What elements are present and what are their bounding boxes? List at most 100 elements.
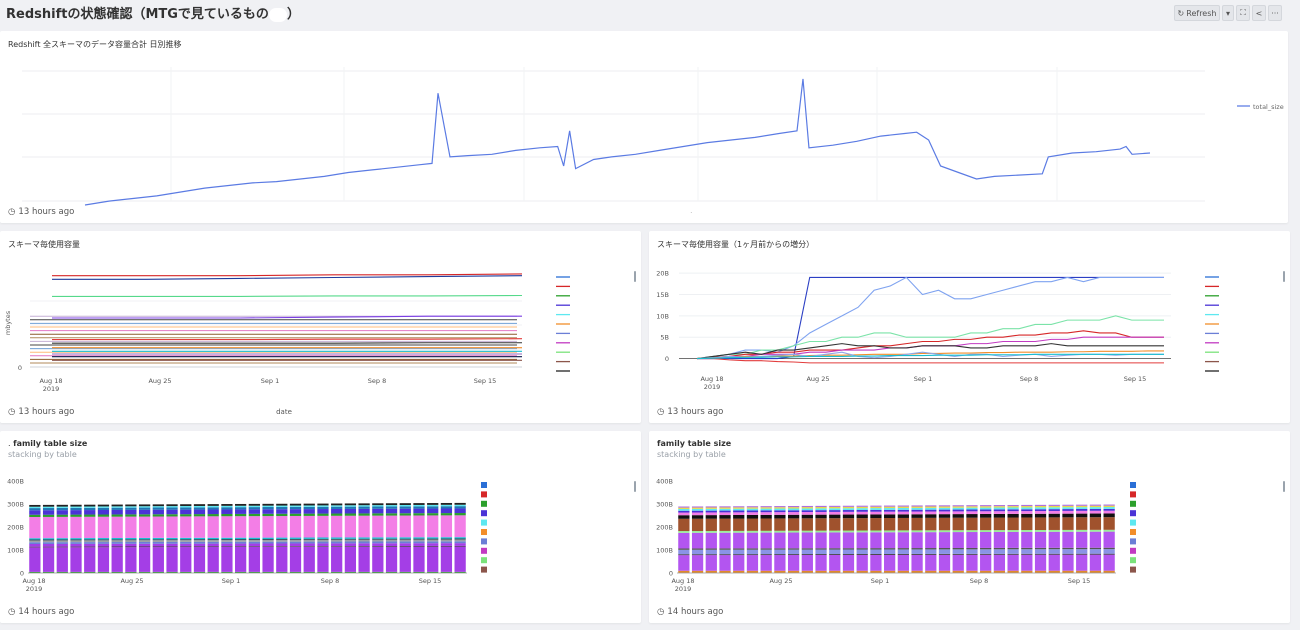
bar-segment [372, 506, 384, 509]
bar-segment [760, 512, 772, 515]
bar-segment [358, 505, 370, 507]
bar-segment [193, 543, 206, 547]
bar-segment [427, 513, 439, 516]
legend-swatch [1130, 557, 1136, 564]
bar-segment [884, 570, 896, 573]
bar-segment [884, 530, 896, 533]
bar-segment [1021, 547, 1033, 550]
chart-schema-growth[interactable]: 20B 15B 10B 5B 0 Aug 18 2019 Aug 25 Sep 1 Sep 8 Se… [649, 253, 1290, 418]
panel-schema-size: スキーマ毎使用容量 Aug 18 2019 Aug 25 Sep 1 Sep 8 Sep … [0, 231, 641, 423]
bar-segment [317, 515, 329, 538]
bar-segment [760, 532, 772, 549]
bar-segment [331, 508, 343, 514]
bar-segment [331, 537, 343, 539]
bar-segment [897, 532, 909, 549]
bar-segment [678, 515, 690, 519]
bar-segment [938, 554, 951, 571]
bar-segment [1089, 547, 1102, 550]
bar-segment [1089, 554, 1102, 571]
y-tick-label: 10B [656, 312, 669, 320]
bar-segment [691, 507, 704, 509]
bar [925, 505, 937, 573]
bar-segment [207, 504, 219, 506]
bar-segment [1103, 553, 1115, 555]
bar-segment [993, 517, 1006, 531]
bar-segment [413, 508, 425, 514]
bar-segment [317, 537, 329, 539]
bar-segment [829, 548, 841, 550]
refresh-button[interactable]: ↻ Refresh [1174, 5, 1220, 21]
bar-segment [440, 508, 453, 514]
fullscreen-button[interactable]: ⛶ [1236, 5, 1250, 21]
bar [952, 505, 964, 573]
legend-scrollbar[interactable] [1283, 271, 1285, 282]
refresh-options-button[interactable]: ▾ [1222, 5, 1234, 21]
bar [207, 504, 219, 573]
bar-segment [787, 530, 800, 533]
bar-segment [317, 509, 329, 514]
bar-segment [29, 543, 41, 547]
bar-segment [344, 539, 357, 542]
bar-segment [733, 555, 745, 571]
bar-segment [870, 554, 882, 571]
bar-segment [152, 540, 164, 542]
bar-segment [842, 554, 855, 571]
bar-segment [385, 546, 398, 572]
legend-scrollbar[interactable] [634, 271, 636, 282]
bar-segment [399, 541, 411, 544]
bar-segment [1076, 505, 1088, 508]
bar-segment [303, 537, 315, 539]
share-button[interactable]: < [1252, 5, 1266, 21]
bar-segment [1021, 530, 1033, 532]
bar-segment [1089, 531, 1102, 548]
bar-segment [966, 514, 978, 518]
updated-text: 14 hours ago [18, 607, 75, 617]
bar-segment [938, 553, 951, 555]
bar-segment [427, 503, 439, 505]
bar-segment [1021, 506, 1033, 508]
bar-segment [385, 541, 398, 544]
bar-segment [678, 555, 690, 571]
legend-scrollbar[interactable] [634, 481, 636, 492]
chart-schema-size[interactable]: Aug 18 2019 Aug 25 Sep 1 Sep 8 Sep 15 date mbyt… [0, 253, 641, 418]
bar-segment [166, 537, 178, 540]
bar-segment [774, 512, 786, 515]
bar-segment [856, 508, 868, 510]
bar-segment [1007, 531, 1019, 548]
bar-segment [911, 505, 923, 507]
bar-segment [97, 538, 110, 540]
bar-segment [842, 510, 855, 512]
chart-total-size[interactable]: Apr 2019 May 2019 Jun 2019 Jul 2019 Aug 2019… [0, 53, 1288, 213]
bar-segment [993, 511, 1006, 514]
bar-segment [97, 540, 110, 543]
bar-segment [70, 542, 82, 544]
bar-segment [1076, 549, 1088, 554]
bar-segment [911, 514, 923, 518]
bar-segment [166, 506, 178, 508]
bar-segment [856, 554, 868, 555]
more-button[interactable]: ··· [1268, 5, 1282, 21]
bar-segment [719, 548, 731, 550]
bar-segment [276, 546, 288, 572]
bar-segment [454, 513, 466, 516]
x-tick-label: Sep 15 [474, 377, 497, 385]
bar-segment [897, 530, 909, 533]
bar-segment [787, 508, 800, 511]
legend-scrollbar[interactable] [1283, 481, 1285, 492]
bar-segment [248, 546, 260, 572]
bar-segment [70, 506, 82, 508]
panel-title-text: family table size [13, 439, 88, 448]
bar-segment [1021, 570, 1033, 573]
bar-segment [815, 514, 827, 519]
bar-segment [733, 506, 745, 508]
bar-segment [303, 571, 315, 573]
bar-segment [70, 546, 82, 548]
bar-segment [372, 513, 384, 516]
bar-segment [925, 507, 937, 510]
bar-segment [440, 546, 453, 572]
bar-segment [966, 507, 978, 510]
bar-segment [787, 512, 800, 515]
bar-segment [248, 507, 260, 510]
